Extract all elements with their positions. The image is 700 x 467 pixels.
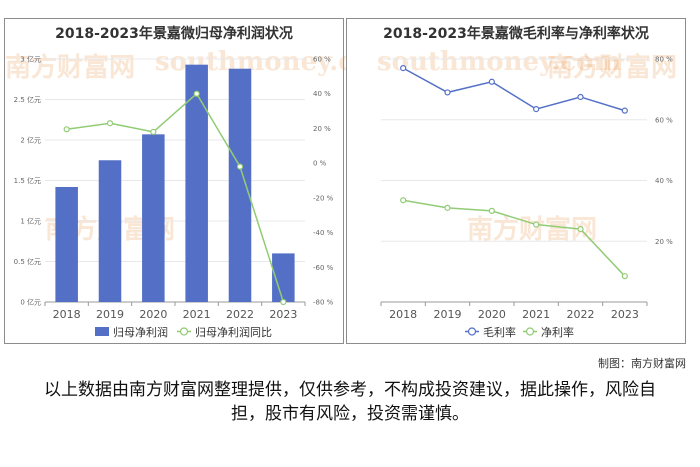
series-line: [402, 67, 626, 112]
y-tick-label: 2.5 亿元: [14, 95, 41, 104]
y2-tick-label: -80 %: [313, 299, 334, 307]
data-point: [106, 120, 114, 127]
y-tick-label: 0.5 亿元: [14, 257, 41, 266]
data-point: [193, 90, 200, 97]
x-tick-label: 2020: [478, 308, 506, 321]
y2-tick-label: -60 %: [313, 264, 334, 272]
data-point: [577, 226, 584, 233]
data-point: [63, 126, 70, 133]
x-tick-label: 2018: [389, 308, 417, 321]
x-tick-label: 2021: [183, 308, 211, 321]
series-line: [403, 199, 626, 277]
y2-tick-label: 20 %: [313, 125, 331, 133]
data-point: [621, 273, 628, 280]
y-tick-label: 3 亿元: [20, 55, 41, 64]
y2-tick-label: 60 %: [313, 56, 331, 64]
legend-label: 归母净利润: [113, 325, 168, 339]
chart-title: 2018-2023年景嘉微毛利率与净利率状况: [383, 26, 649, 42]
data-point: [400, 65, 407, 72]
data-point: [150, 128, 157, 136]
legend-label: 净利率: [541, 325, 574, 339]
x-tick-label: 2023: [611, 308, 639, 321]
y-tick-label: 1 亿元: [20, 217, 41, 226]
data-point: [533, 221, 540, 228]
x-tick-label: 2019: [434, 308, 462, 321]
chart-credit: 制图：南方财富网: [598, 357, 686, 370]
data-point: [621, 107, 628, 114]
x-tick-label: 2022: [226, 308, 254, 321]
legend-label: 毛利率: [483, 325, 516, 339]
margin-chart: 20 % 40 % 60 % 80 % 2018 2019 2020 2021 2022 2023…: [380, 56, 673, 339]
data-point: [280, 298, 287, 306]
legend-swatch: [525, 327, 535, 336]
x-tick-label: 2018: [53, 308, 81, 321]
x-tick-label: 2022: [567, 308, 595, 321]
x-tick-label: 2020: [139, 308, 167, 321]
chart-panel-net-profit: 2018-2023年景嘉微归母净利润状况 南方财富网 southmoney.co…: [4, 18, 399, 344]
data-point: [444, 89, 451, 96]
data-point: [400, 197, 407, 204]
data-point: [444, 204, 451, 211]
bar: [185, 64, 208, 302]
data-point: [488, 207, 495, 214]
bar: [272, 253, 295, 302]
x-tick-label: 2019: [96, 308, 124, 321]
legend-swatch: [95, 327, 109, 336]
data-point: [533, 106, 540, 113]
y-tick-label: 2 亿元: [20, 136, 41, 145]
y2-tick-label: -20 %: [313, 194, 334, 202]
bar: [98, 160, 122, 302]
chart-panel-margins: 2018-2023年景嘉微毛利率与净利率状况 southmoney.com 南方…: [346, 18, 686, 344]
y-tick-label: 60 %: [655, 116, 673, 124]
net-profit-chart: 0 亿元 0.5 亿元 1 亿元 1.5 亿元 2 亿元 2.5 亿元 3 亿元 -80 % -…: [14, 55, 334, 340]
series-line: [66, 92, 285, 303]
legend-label: 归母净利润同比: [195, 325, 272, 339]
bar: [142, 134, 165, 302]
y2-tick-label: 40 %: [313, 90, 331, 98]
legend-swatch: [467, 327, 477, 336]
y2-tick-label: -40 %: [313, 229, 334, 237]
y2-tick-label: 0 %: [313, 160, 327, 168]
x-tick-label: 2023: [269, 308, 297, 321]
chart-title: 2018-2023年景嘉微归母净利润状况: [55, 26, 293, 42]
y-tick-label: 1.5 亿元: [14, 176, 41, 185]
y-tick-label: 20 %: [655, 238, 673, 246]
bar: [55, 186, 78, 302]
data-point: [236, 163, 244, 170]
legend-swatch: [179, 327, 189, 336]
y-tick-label: 80 %: [655, 56, 673, 64]
data-point: [577, 93, 584, 101]
disclaimer-text: 以上数据由南方财富网整理提供，仅供参考，不构成投资建议，据此操作，风险自担，股市…: [44, 380, 656, 424]
y-tick-label: 0 亿元: [20, 298, 41, 307]
x-tick-label: 2021: [522, 308, 550, 321]
y-tick-label: 40 %: [655, 177, 673, 185]
data-point: [488, 78, 495, 85]
bar: [228, 68, 252, 302]
